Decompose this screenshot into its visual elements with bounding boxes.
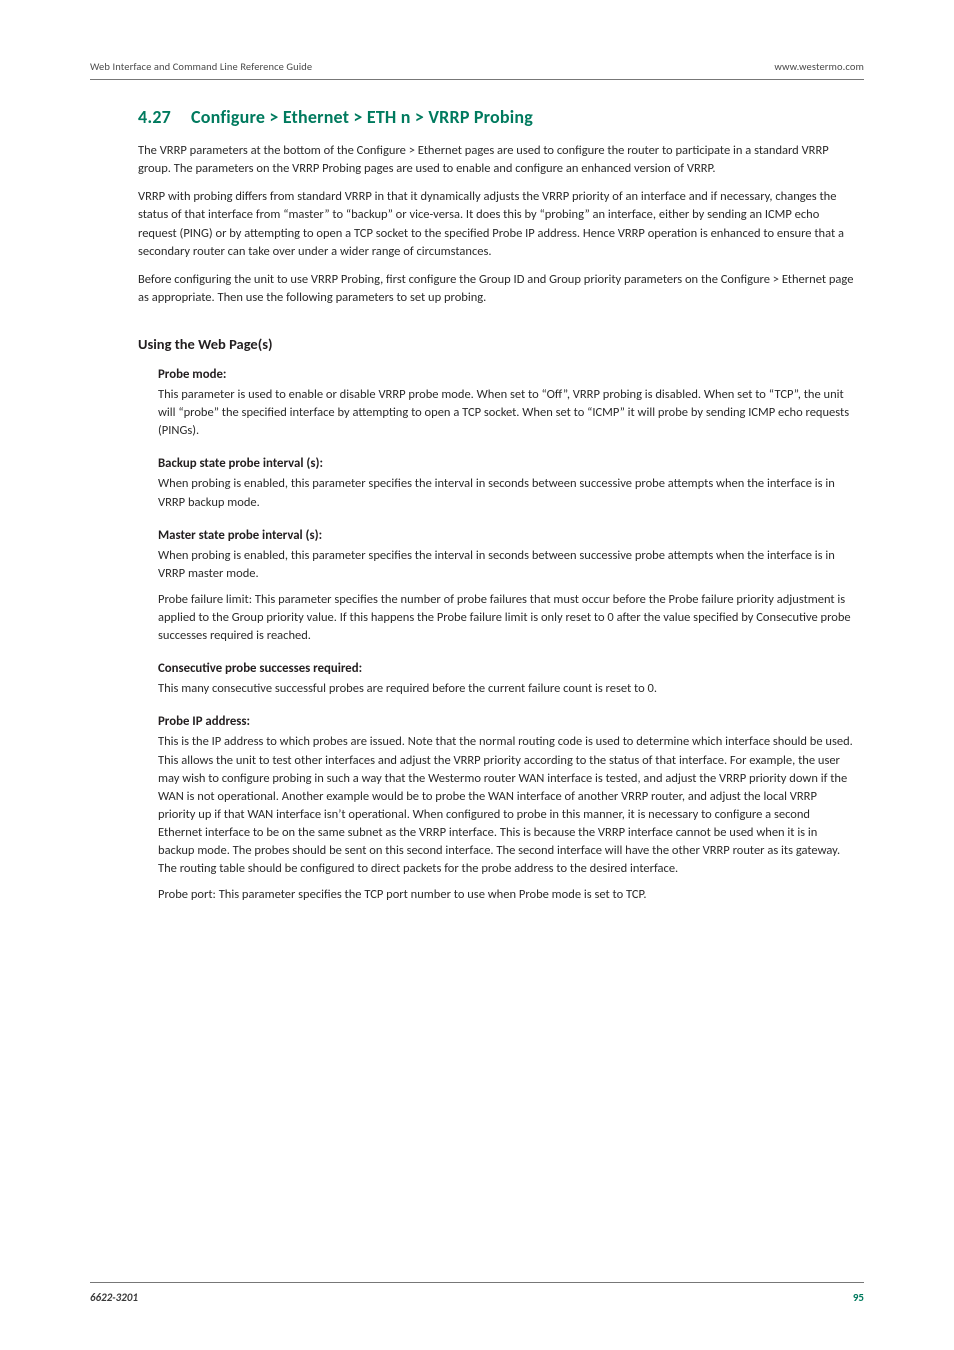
subsection-heading: Using the Web Page(s) — [138, 335, 854, 353]
param-body: Probe port: This parameter specifies the… — [158, 886, 854, 904]
param-title: Master state probe interval (s): — [158, 528, 854, 543]
intro-paragraph-1: The VRRP parameters at the bottom of the… — [138, 142, 854, 178]
param-backup-interval: Backup state probe interval (s): When pr… — [158, 456, 854, 511]
param-probe-ip: Probe IP address: This is the IP address… — [158, 714, 854, 904]
footer-doc-id: 6622-3201 — [90, 1291, 138, 1304]
param-probe-mode: Probe mode: This parameter is used to en… — [158, 367, 854, 440]
section-title: 4.27 Configure > Ethernet > ETH n > VRRP … — [138, 106, 854, 128]
section-number: 4.27 — [138, 106, 171, 128]
param-title: Probe mode: — [158, 367, 854, 382]
param-master-interval: Master state probe interval (s): When pr… — [158, 528, 854, 646]
param-body: Probe failure limit: This parameter spec… — [158, 591, 854, 645]
param-title: Consecutive probe successes required: — [158, 661, 854, 676]
page-footer: 6622-3201 95 — [90, 1282, 864, 1304]
header-rule — [90, 79, 864, 80]
page-content: 4.27 Configure > Ethernet > ETH n > VRRP … — [90, 106, 864, 905]
param-body: This many consecutive successful probes … — [158, 680, 854, 698]
footer-page-number: 95 — [853, 1291, 864, 1304]
param-consecutive: Consecutive probe successes required: Th… — [158, 661, 854, 698]
param-body: This parameter is used to enable or disa… — [158, 386, 854, 440]
param-body: When probing is enabled, this parameter … — [158, 547, 854, 583]
param-body: When probing is enabled, this parameter … — [158, 475, 854, 511]
page-header: Web Interface and Command Line Reference… — [90, 60, 864, 79]
intro-paragraph-2: VRRP with probing differs from standard … — [138, 188, 854, 261]
param-title: Probe IP address: — [158, 714, 854, 729]
header-left: Web Interface and Command Line Reference… — [90, 60, 312, 73]
section-heading-text: Configure > Ethernet > ETH n > VRRP Prob… — [191, 106, 533, 128]
param-title: Backup state probe interval (s): — [158, 456, 854, 471]
footer-rule — [90, 1282, 864, 1283]
param-body: This is the IP address to which probes a… — [158, 733, 854, 878]
footer-row: 6622-3201 95 — [90, 1291, 864, 1304]
header-right: www.westermo.com — [774, 60, 864, 73]
intro-paragraph-3: Before configuring the unit to use VRRP … — [138, 271, 854, 307]
